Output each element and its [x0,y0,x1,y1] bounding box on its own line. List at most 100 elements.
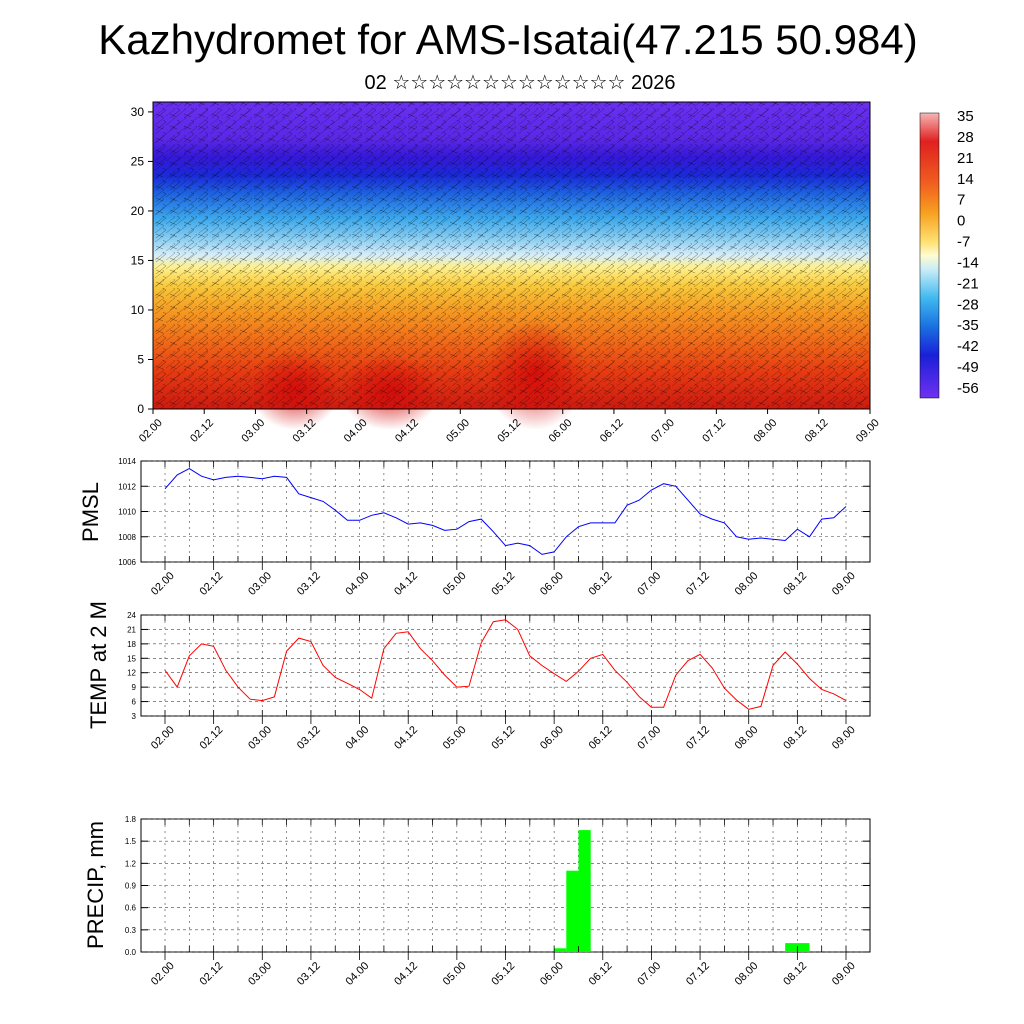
y-tick-label: 1010 [118,508,136,517]
colorbar-label: 14 [957,171,974,188]
y-tick-label: 21 [127,625,136,634]
x-tick-label: 03.12 [295,570,323,598]
colorbar-label: 28 [957,129,974,146]
x-tick-label: 03.00 [246,570,274,598]
x-tick-label: 04.12 [392,724,420,752]
pmsl-panel: 1006 1008 1010 1012 1014 02.00 02.12 03.00 03.12… [78,457,871,598]
x-tick-label: 03.00 [246,960,274,988]
x-tick-label: 05.12 [489,960,517,988]
colorbar-label: 21 [957,150,974,167]
x-tick-label: 06.12 [587,724,615,752]
colorbar-label: -35 [957,317,979,334]
colorbar-label: -49 [957,359,979,376]
precip-bar [554,948,567,952]
x-tick-label: 09.00 [830,960,858,988]
x-tick-label: 08.12 [803,417,831,445]
colorbar-label: -14 [957,254,979,271]
x-tick-label: 04.00 [343,724,371,752]
chart-title: Kazhydromet for AMS-Isatai(47.215 50.984… [98,16,918,63]
y-tick-label: 10 [131,303,145,317]
x-tick-label: 07.00 [635,724,663,752]
y-tick-label: 1012 [118,482,136,491]
y-tick-label: 1014 [118,457,136,466]
x-tick-label: 02.00 [149,960,177,988]
x-tick-label: 02.12 [188,417,216,445]
colorbar: 35 28 21 14 7 0 -7 -14 -21 -28 -35 -42 -49 -56 [919,108,979,399]
pmsl-y-axis-label: PMSL [78,482,103,542]
y-tick-label: 0.6 [125,904,137,913]
x-tick-label: 02.12 [198,724,226,752]
x-tick-label: 09.00 [830,724,858,752]
y-tick-label: 0.9 [125,882,137,891]
x-tick-label: 03.00 [239,417,267,445]
x-tick-label: 05.00 [441,960,469,988]
x-tick-label: 08.00 [733,570,761,598]
x-tick-label: 09.00 [830,570,858,598]
y-tick-label: 30 [131,105,145,119]
y-tick-label: 25 [131,154,145,168]
y-tick-label: 18 [127,640,136,649]
x-tick-label: 08.12 [781,724,809,752]
x-tick-label: 08.00 [733,724,761,752]
precip-y-axis-label: PRECIP, mm [83,821,108,949]
pmsl-series [164,468,847,555]
colorbar-label: -56 [957,380,979,397]
y-tick-label: 24 [127,611,136,620]
colorbar-label: -21 [957,275,979,292]
x-tick-label: 05.12 [489,570,517,598]
y-tick-label: 1.2 [125,859,137,868]
x-tick-label: 06.00 [538,570,566,598]
x-tick-label: 05.00 [441,724,469,752]
y-tick-label: 1.5 [125,837,137,846]
wind-barbs-layer-2 [153,102,870,409]
y-tick-label: 1006 [118,558,136,567]
x-tick-label: 07.12 [684,570,712,598]
x-tick-label: 03.00 [246,724,274,752]
temp-panel: 3 6 9 12 15 18 21 24 02.00 02.12 03.00 03.12 04.00 04… [86,601,871,752]
x-tick-label: 08.12 [781,960,809,988]
colorbar-ramp [919,112,940,399]
x-tick-label: 08.00 [751,417,779,445]
x-tick-label: 04.12 [392,570,420,598]
x-tick-label: 04.12 [392,960,420,988]
x-tick-label: 02.12 [198,960,226,988]
colorbar-labels: 35 28 21 14 7 0 -7 -14 -21 -28 -35 -42 -49 -56 [957,108,979,397]
y-tick-label: 5 [137,352,144,366]
y-tick-label: 15 [131,253,145,267]
colorbar-label: -7 [957,234,970,251]
x-tick-label: 03.12 [295,960,323,988]
y-tick-label: 0.3 [125,926,137,935]
x-tick-label: 07.00 [635,960,663,988]
y-tick-label: 20 [131,204,145,218]
x-tick-label: 05.00 [441,570,469,598]
colorbar-label: 0 [957,213,965,230]
y-tick-label: 3 [132,712,137,721]
temp-y-axis-label: TEMP at 2 M [86,601,111,729]
colorbar-label: 7 [957,192,965,209]
colorbar-label: -42 [957,338,979,355]
y-tick-label: 1008 [118,533,136,542]
x-tick-label: 07.12 [684,960,712,988]
y-tick-label: 9 [132,683,137,692]
x-tick-label: 06.00 [538,724,566,752]
colorbar-label: -28 [957,296,979,313]
x-tick-label: 02.00 [149,724,177,752]
x-tick-label: 06.12 [598,417,626,445]
y-tick-label: 0 [137,402,144,416]
y-tick-label: 0.0 [125,948,137,957]
y-tick-label: 15 [127,654,136,663]
x-tick-label: 05.00 [444,417,472,445]
cross-section-y-axis: 0 5 10 15 20 25 30 [131,105,153,416]
x-tick-label: 06.12 [587,570,615,598]
x-tick-label: 05.12 [489,724,517,752]
x-tick-label: 08.00 [733,960,761,988]
colorbar-label: 35 [957,108,974,125]
temp-series [164,619,847,710]
x-tick-label: 02.12 [198,570,226,598]
x-tick-label: 07.12 [700,417,728,445]
x-tick-label: 02.00 [149,570,177,598]
x-tick-label: 07.00 [635,570,663,598]
chart-subtitle: 02 ☆☆☆☆☆☆☆☆☆☆☆☆☆ 2026 [364,72,676,94]
